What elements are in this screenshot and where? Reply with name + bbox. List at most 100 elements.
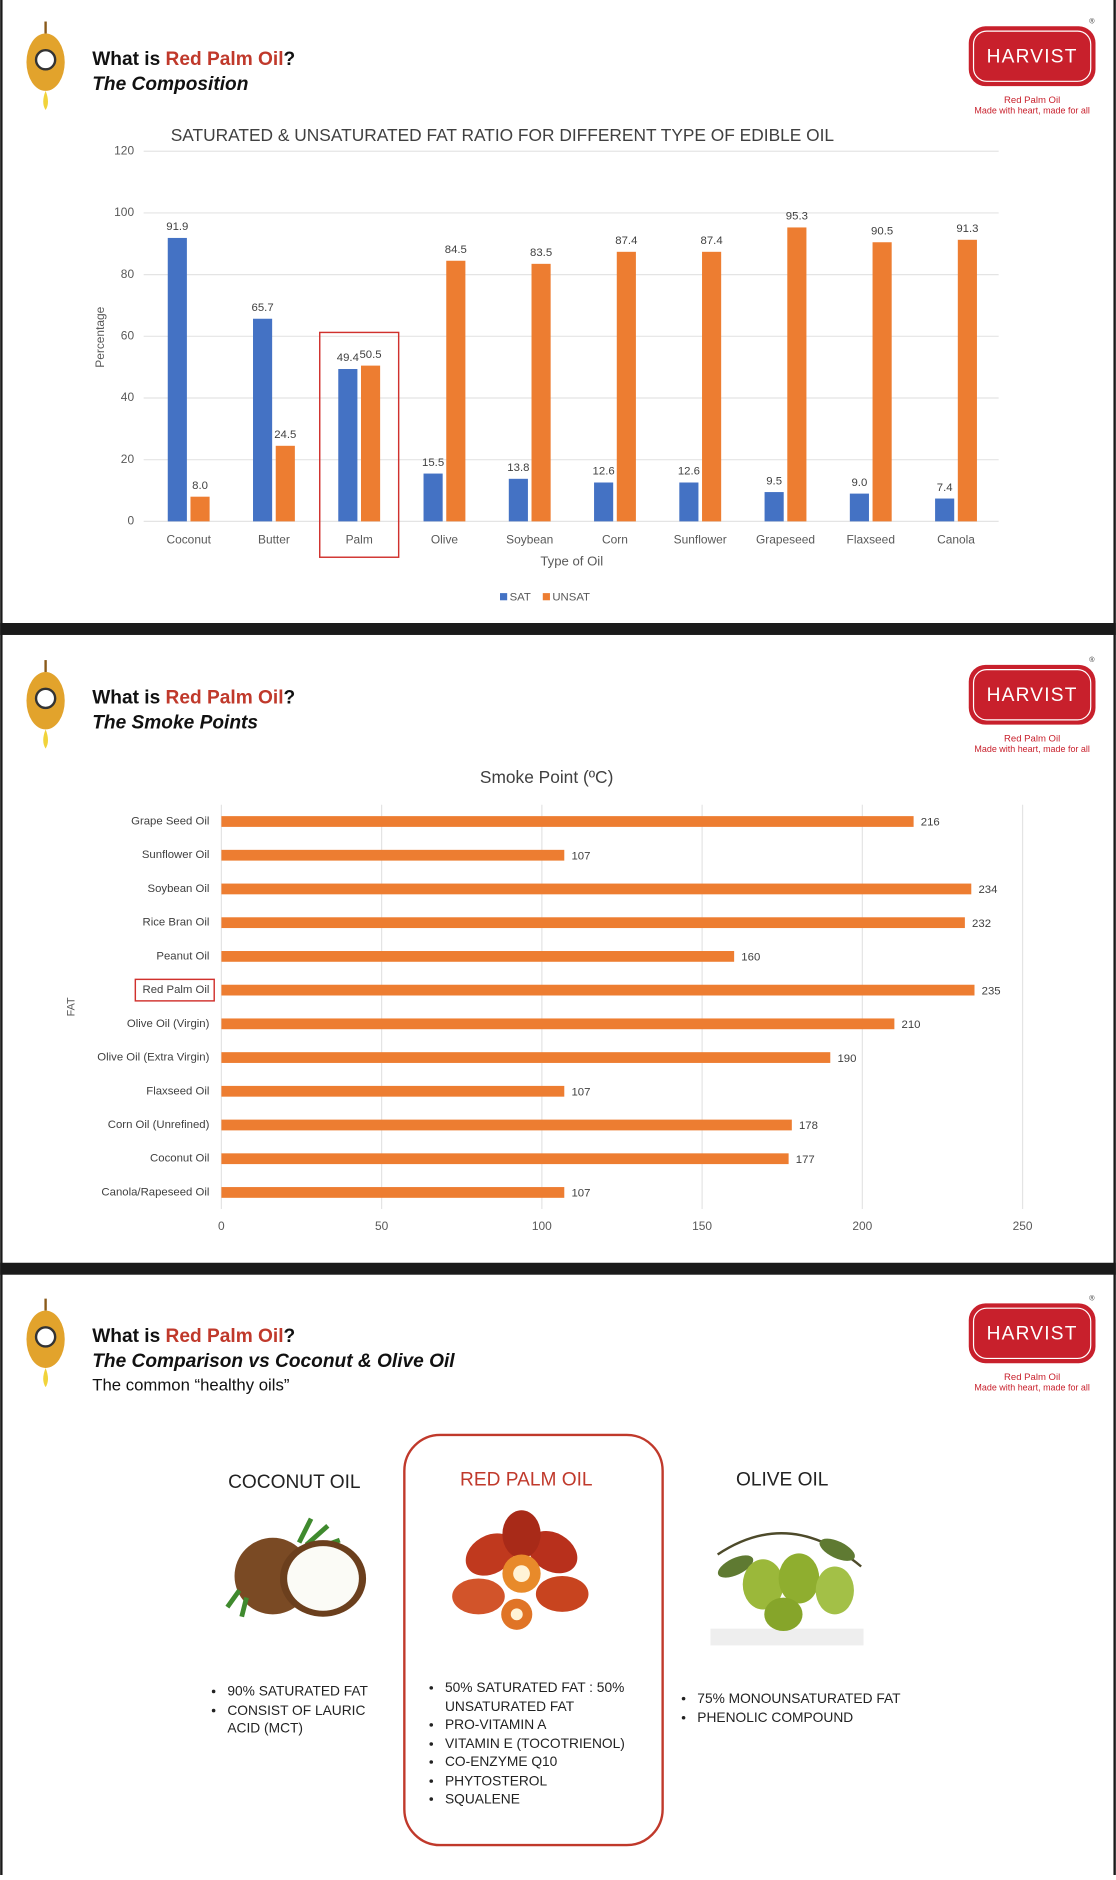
slide-subtitle: The Smoke Points	[92, 713, 258, 734]
x-tick-label: Butter	[258, 533, 290, 547]
bullet-item: PHYTOSTEROL	[445, 1773, 645, 1792]
bar	[849, 493, 869, 522]
brand-badge	[968, 1303, 1096, 1364]
bullets: 90% SATURATED FATCONSIST OF LAURIC ACID …	[206, 1684, 385, 1740]
olive-image	[710, 1532, 864, 1646]
logo-drop	[43, 729, 48, 749]
brand-tagline: Made with heart, made for all	[974, 744, 1089, 754]
bullet-item: CONSIST OF LAURIC ACID (MCT)	[227, 1702, 385, 1739]
brand-product: Red Palm Oil	[1004, 734, 1060, 745]
bar	[594, 482, 614, 522]
value-label: 24.5	[274, 429, 296, 441]
value-label: 87.4	[701, 235, 723, 247]
bar	[221, 1052, 831, 1063]
x-tick-label: Soybean	[506, 533, 553, 547]
highlight-box	[403, 1433, 664, 1847]
slide-header: What is Red Palm Oil? The Comparison vs C…	[26, 1295, 1096, 1394]
value-label: 177	[796, 1154, 815, 1166]
y-tick-label: Peanut Oil	[156, 950, 209, 962]
value-label: 8.0	[192, 480, 208, 492]
bullet-item: SQUALENE	[445, 1791, 645, 1810]
bar	[221, 984, 975, 996]
legend: SAT UNSAT	[500, 591, 590, 603]
y-tick-label: Red Palm Oil	[143, 984, 210, 996]
bullet-item: CO-ENZYME Q10	[445, 1754, 645, 1773]
bullet-list: 90% SATURATED FATCONSIST OF LAURIC ACID …	[206, 1684, 385, 1839]
divider	[0, 1262, 1116, 1275]
bar	[764, 492, 784, 522]
value-label: 9.5	[766, 475, 782, 487]
bullet-item: PHENOLIC COMPOUND	[697, 1709, 951, 1728]
bullet-item: 75% MONOUNSATURATED FAT	[697, 1691, 951, 1710]
title-suffix: ?	[284, 49, 296, 70]
bar	[360, 365, 381, 522]
brand-name: HARVIST	[987, 46, 1078, 67]
title-prefix: What is	[92, 49, 165, 70]
frame-edge	[1113, 0, 1116, 1875]
column-title: COCONUT OIL	[228, 1472, 360, 1493]
value-label: 84.5	[445, 244, 467, 256]
palm-fruit-image	[452, 1510, 589, 1630]
value-label: 13.8	[507, 462, 529, 474]
bar	[221, 1018, 895, 1030]
y-tick-label: 20	[121, 452, 135, 466]
value-label: 178	[799, 1120, 818, 1132]
value-label: 107	[571, 850, 590, 862]
bar	[221, 1153, 789, 1165]
value-label: 91.9	[166, 221, 188, 233]
bar	[221, 1085, 565, 1097]
coconut-image	[225, 1517, 367, 1618]
bullet-item: VITAMIN E (TOCOTRIENOL)	[445, 1736, 645, 1755]
title-highlight: Red Palm Oil	[166, 687, 284, 708]
value-label: 83.5	[530, 247, 552, 259]
x-tick-label: Corn	[602, 533, 628, 547]
brand-badge-inner	[972, 669, 1092, 721]
column-title: RED PALM OIL	[460, 1469, 593, 1490]
x-tick-label: Palm	[346, 533, 373, 547]
logo-ring	[34, 49, 57, 71]
slide-note: The common “healthy oils”	[92, 1375, 289, 1394]
y-tick-label: 120	[114, 143, 134, 157]
value-label: 232	[972, 918, 991, 930]
chart-title: SATURATED & UNSATURATED FAT RATIO FOR DI…	[171, 125, 835, 145]
slide-title: What is Red Palm Oil?	[92, 49, 295, 70]
x-tick-label: 100	[532, 1219, 552, 1233]
x-tick-label: Canola	[937, 533, 975, 547]
brand-mark: ®	[1089, 656, 1095, 664]
slide-subtitle: The Composition	[92, 74, 248, 95]
y-tick-label: Corn Oil (Unrefined)	[108, 1119, 210, 1131]
y-tick-label: Rice Bran Oil	[143, 917, 210, 929]
x-tick-label: 250	[1013, 1219, 1033, 1233]
value-label: 210	[902, 1019, 921, 1031]
highlight-box	[319, 331, 400, 558]
value-label: 12.6	[593, 466, 615, 478]
brand-badge	[968, 26, 1096, 87]
bar	[190, 496, 210, 522]
bar	[167, 237, 187, 522]
bar	[221, 849, 565, 861]
value-label: 160	[741, 952, 760, 964]
column-title: OLIVE OIL	[736, 1469, 828, 1490]
bar	[679, 482, 699, 522]
value-label: 107	[571, 1086, 590, 1098]
brand-name: HARVIST	[987, 685, 1078, 706]
y-tick-label: 60	[121, 328, 135, 342]
title-suffix: ?	[284, 687, 296, 708]
x-axis-label: Type of Oil	[540, 553, 603, 568]
x-tick-label: 0	[218, 1219, 225, 1233]
logo-ring	[34, 1326, 57, 1348]
legend-label: SAT	[510, 591, 531, 603]
value-label: 49.4	[337, 352, 359, 364]
highlight-box	[134, 978, 215, 1002]
brand-tagline: Made with heart, made for all	[974, 1383, 1089, 1393]
bullet-list: 50% SATURATED FAT : 50% UNSATURATED FATP…	[423, 1680, 644, 1835]
bar	[221, 1119, 792, 1131]
x-tick-label: Sunflower	[674, 533, 727, 547]
bar	[423, 473, 443, 522]
bar	[935, 498, 955, 522]
value-label: 7.4	[937, 482, 953, 494]
slide-header: What is Red Palm Oil? The Composition HARV…	[26, 17, 1096, 116]
y-tick-label: Grape Seed Oil	[131, 816, 209, 828]
slide-title: What is Red Palm Oil?	[92, 687, 295, 708]
